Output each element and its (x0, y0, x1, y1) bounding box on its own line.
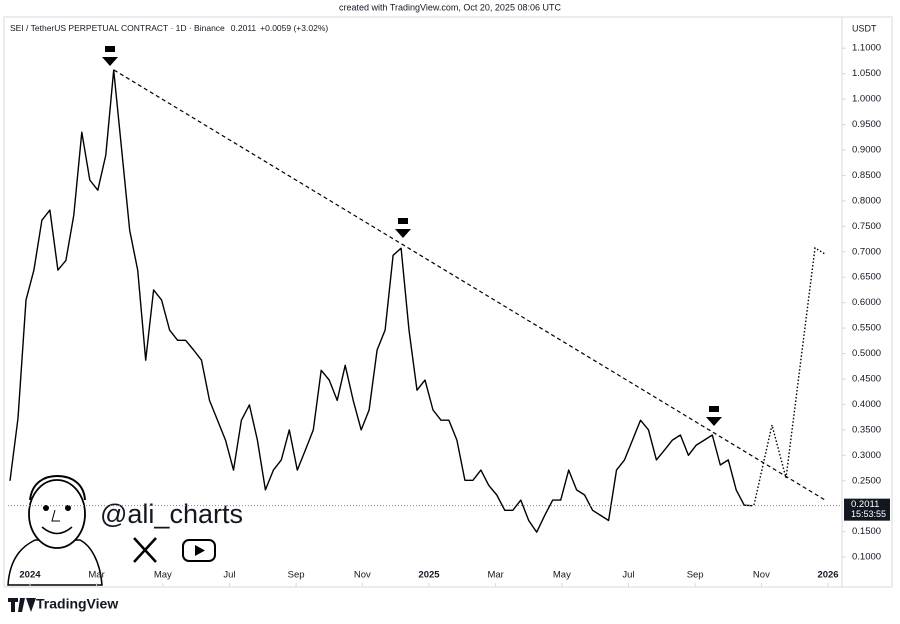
youtube-play (195, 545, 205, 556)
y-tick-label: 0.1500 (852, 526, 881, 537)
x-tick-label: Nov (753, 570, 770, 581)
y-tick-label: 0.4500 (852, 374, 881, 385)
y-axis-label: USDT (852, 23, 877, 33)
y-tick-label: 0.4000 (852, 399, 881, 410)
chart-title: SEI / TetherUS PERPETUAL CONTRACT · 1D ·… (10, 23, 328, 33)
x-tick-label: Sep (687, 570, 704, 581)
brand: TradingView (36, 596, 118, 612)
projection (753, 246, 826, 506)
change: +0.0059 (+3.02%) (260, 23, 328, 33)
arrow (102, 46, 118, 66)
y-tick-label: 0.7500 (852, 221, 881, 232)
x-tick-label: Sep (288, 570, 305, 581)
x-icon (133, 537, 157, 563)
arrow (706, 406, 722, 426)
x-tick-label: 2024 (19, 570, 41, 581)
y-tick-label: 0.9500 (852, 119, 881, 130)
y-tick-label: 0.8000 (852, 195, 881, 206)
price-line (9, 69, 753, 533)
youtube-icon (182, 539, 216, 562)
symbol: SEI / TetherUS PERPETUAL CONTRACT · 1D ·… (10, 23, 225, 33)
arrow (395, 218, 411, 238)
watermark: @ali_charts (100, 499, 243, 529)
x-tick-label: 2026 (817, 570, 838, 581)
last-price: 0.2011 (231, 23, 257, 33)
y-tick-label: 0.6000 (852, 297, 881, 308)
y-tick-label: 0.5500 (852, 323, 881, 334)
y-tick-label: 0.8500 (852, 170, 881, 181)
x-tick-label: May (154, 570, 172, 581)
x-tick-label: Jul (223, 570, 235, 581)
last-price-box (844, 498, 890, 521)
y-tick-label: 0.2500 (852, 475, 881, 486)
chart-frame (3, 16, 893, 588)
y-tick-label: 0.1000 (852, 552, 881, 563)
y-tick-label: 0.6500 (852, 272, 881, 283)
trendline (113, 69, 826, 501)
avatar (7, 474, 103, 586)
y-tick-label: 0.5000 (852, 348, 881, 359)
y-tick-label: 0.9000 (852, 145, 881, 156)
x-tick-label: Nov (354, 570, 371, 581)
y-tick-label: 0.3500 (852, 424, 881, 435)
x-tick-label: May (553, 570, 571, 581)
x-tick-label: Mar (487, 570, 503, 581)
brand-logo (8, 598, 36, 612)
y-tick-label: 1.0500 (852, 68, 881, 79)
countdown: 15:53:55 (851, 509, 886, 519)
y-tick-label: 1.0000 (852, 94, 881, 105)
x-tick-label: 2025 (418, 570, 440, 581)
x-tick-label: Mar (88, 570, 104, 581)
y-tick-label: 0.7000 (852, 246, 881, 257)
y-tick-label: 1.1000 (852, 43, 881, 54)
y-tick-label: 0.3000 (852, 450, 881, 461)
last-price-label: 0.2011 (851, 499, 879, 510)
header: created with TradingView.com, Oct 20, 20… (339, 2, 561, 12)
x-tick-label: Jul (622, 570, 634, 581)
